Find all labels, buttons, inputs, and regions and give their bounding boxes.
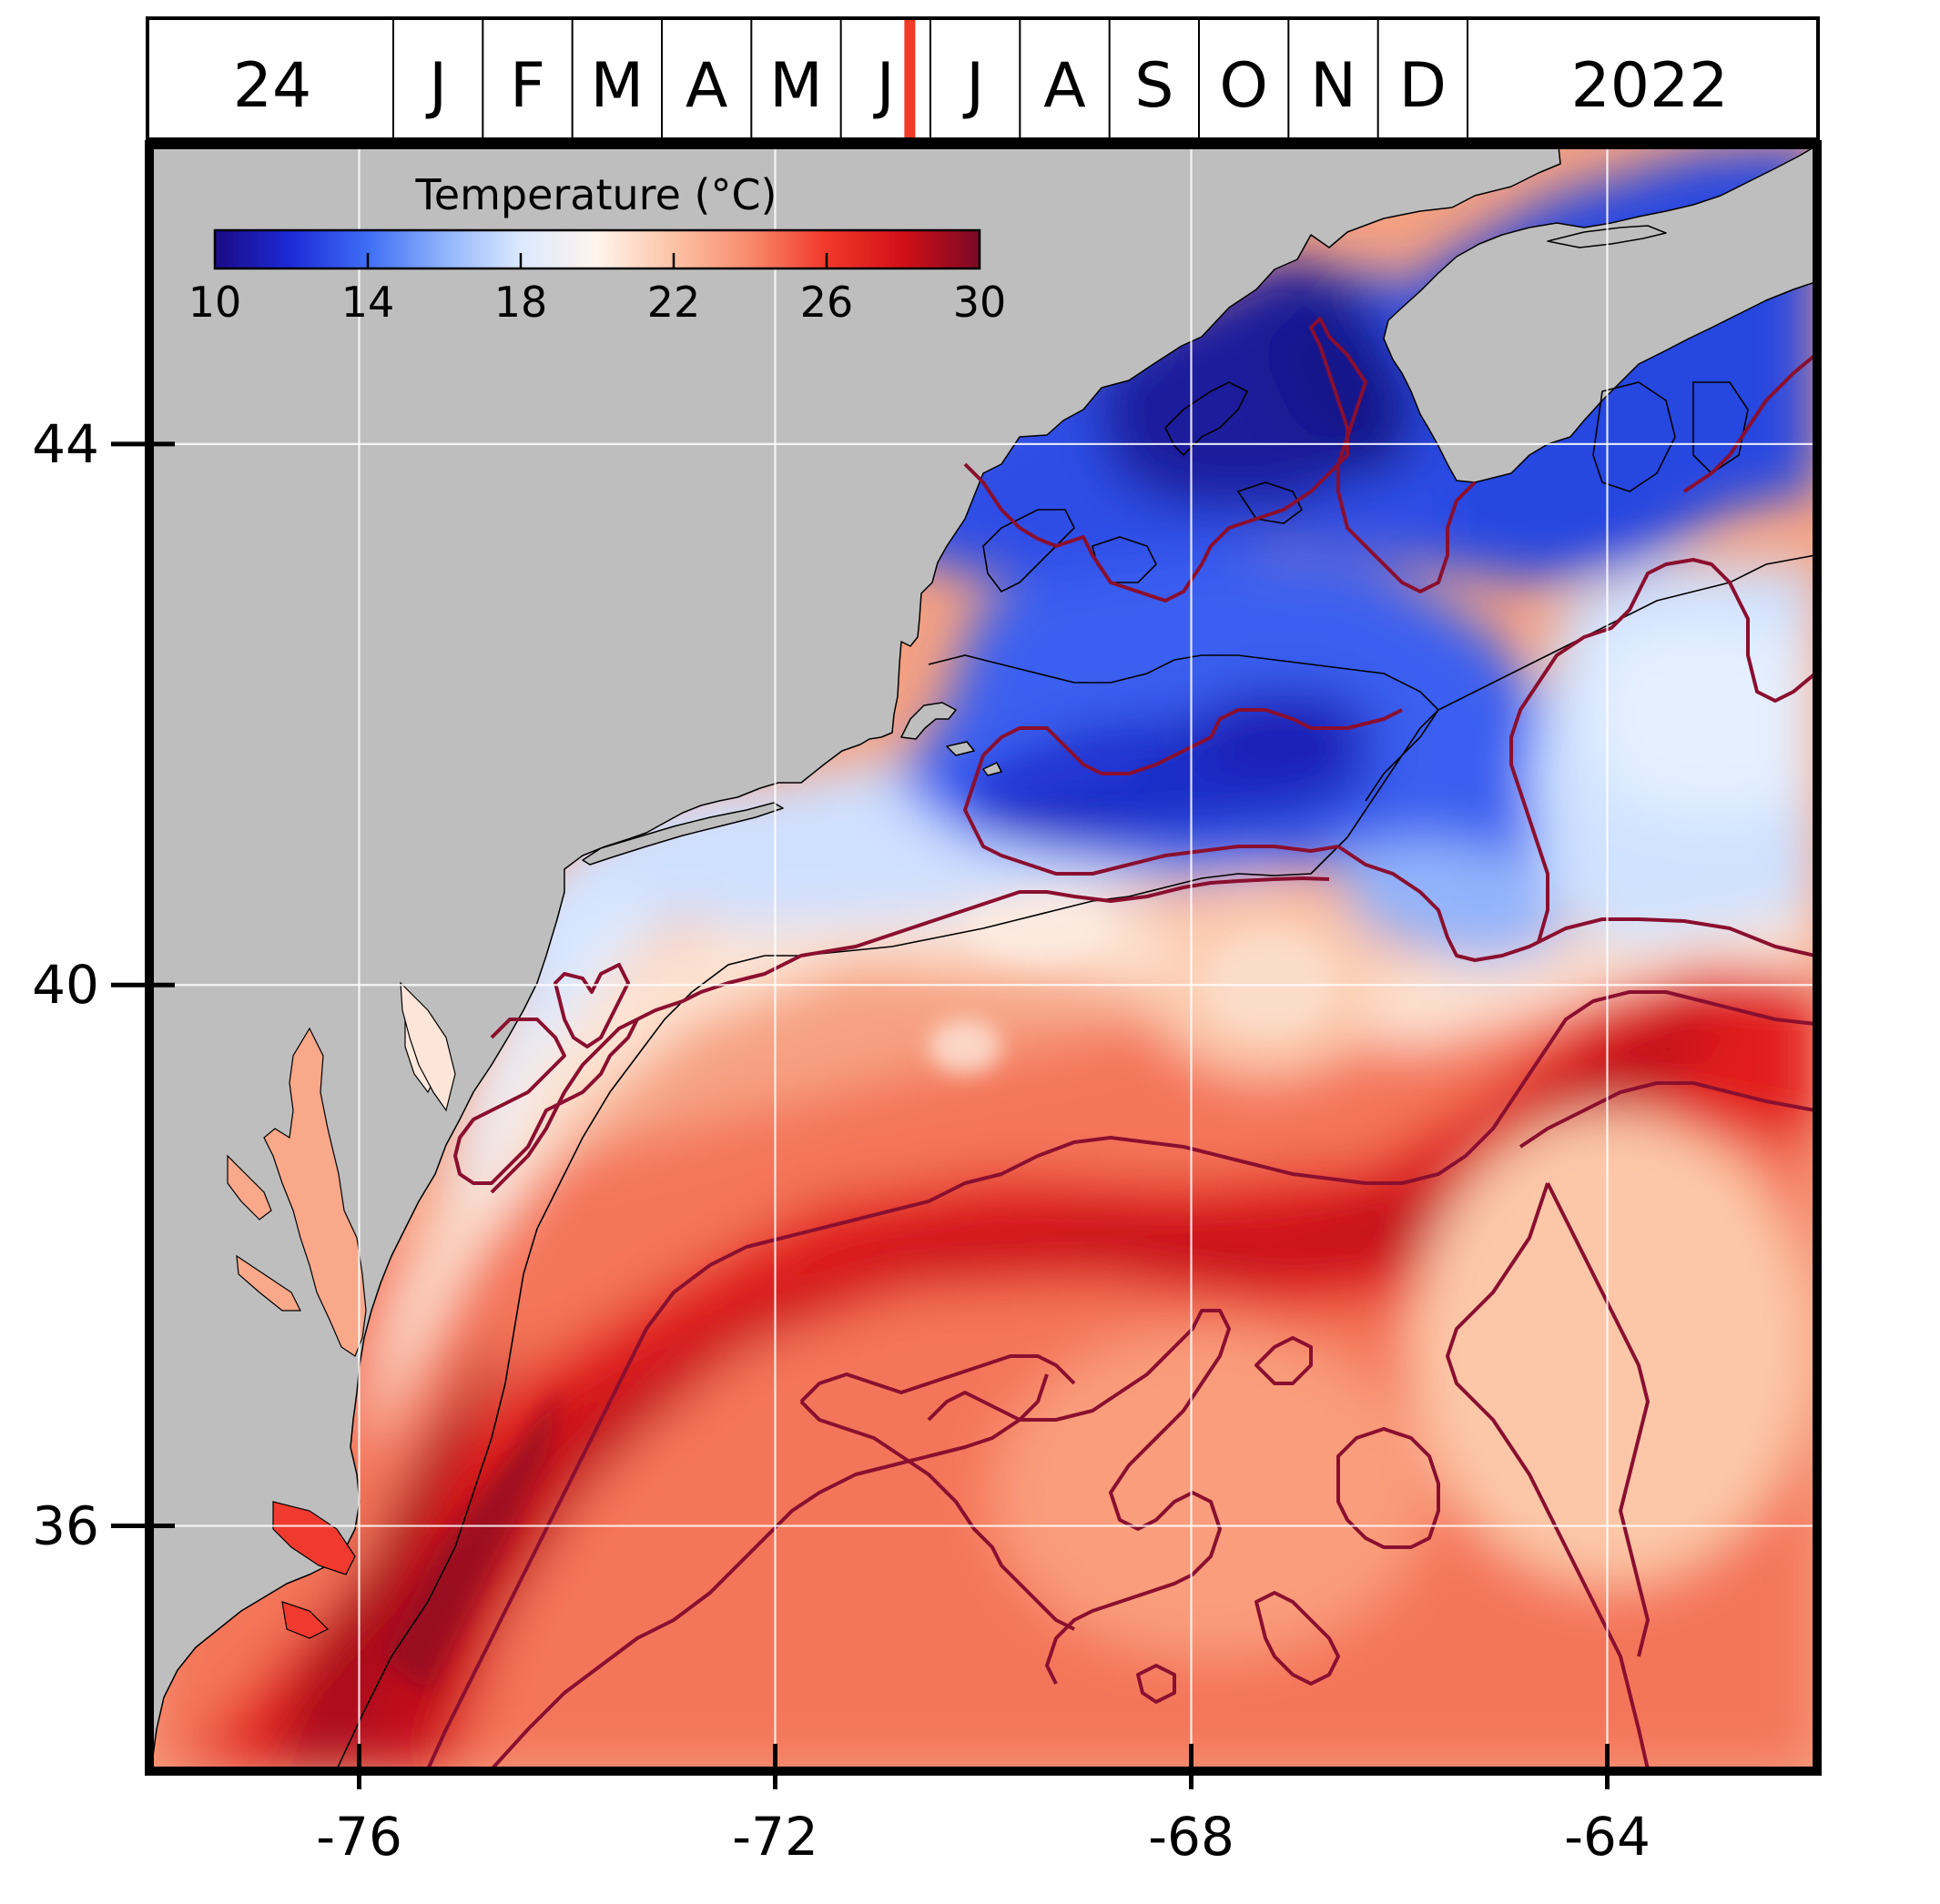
month-label: F [510,50,545,122]
month-label: J [425,50,447,122]
timeline-frame [146,16,1820,141]
delaware-bay [400,981,456,1112]
colorbar: Temperature (°C) 10 14 18 22 26 30 [188,170,1007,327]
timeline-date-marker [904,20,916,137]
month-label: M [590,50,644,122]
temperature-detail [382,746,1334,1693]
month-label: M [769,50,823,122]
colorbar-ticks: 10 14 18 22 26 30 [188,253,1007,327]
map-axes: -76 -72 -68 -64 44 40 36 [32,413,1651,1868]
land [151,147,1815,1769]
map-gridlines [151,147,1815,1769]
month-label: O [1219,50,1268,122]
month-label: J [873,50,895,122]
colorbar-tick-label: 22 [647,278,701,327]
month-label: J [962,50,984,122]
colorbar-tick-label: 26 [800,278,854,327]
lat-tick-label: 44 [32,413,99,475]
lon-tick-label: -64 [1564,1806,1651,1868]
lat-tick-label: 40 [32,954,99,1016]
month-label: N [1310,50,1356,122]
month-label: A [1043,50,1086,122]
timeline-year-label: 2022 [1570,50,1728,122]
month-label: A [686,50,728,122]
lon-tick-label: -76 [316,1806,402,1868]
lat-tick-label: 36 [32,1495,99,1557]
pamlico-sound [272,1501,356,1639]
colorbar-gradient [213,228,981,270]
timeline-dividers [392,20,1468,137]
lon-tick-label: -72 [732,1806,818,1868]
colorbar-title: Temperature (°C) [414,170,777,219]
sst-map [151,147,1815,1769]
shelf-break-contour [336,381,1815,1769]
isotherm-contours [426,317,1815,1769]
timeline-day-label: 24 [233,50,312,122]
lon-tick-label: -68 [1148,1806,1234,1868]
colorbar-tick-label: 10 [188,278,242,327]
colorbar-tick-label: 18 [494,278,548,327]
colorbar-tick-label: 14 [341,278,395,327]
colorbar-tick-label: 30 [953,278,1007,327]
month-label: S [1134,50,1173,122]
map-frame [145,140,1822,1776]
month-label: D [1399,50,1447,122]
temperature-field [151,147,1815,1769]
